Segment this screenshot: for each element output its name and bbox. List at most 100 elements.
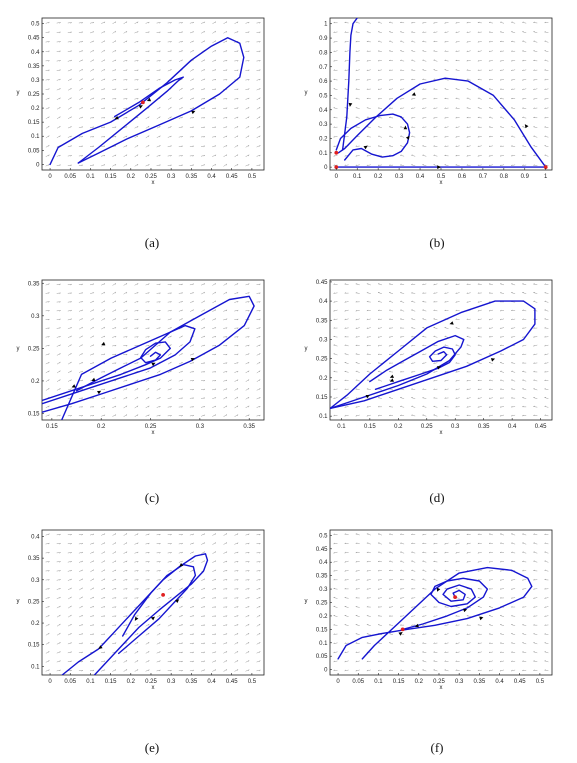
- vector-glyph: [500, 21, 505, 24]
- vector-glyph: [544, 597, 549, 599]
- vector-glyph: [234, 542, 239, 545]
- vector-glyph: [167, 31, 172, 34]
- vector-glyph: [145, 116, 150, 120]
- vector-glyph: [256, 97, 261, 101]
- vector-glyph: [522, 642, 527, 645]
- vector-glyph: [422, 388, 427, 390]
- vector-glyph: [333, 327, 338, 329]
- vector-glyph: [201, 88, 205, 91]
- trajectory-line: [42, 341, 172, 402]
- vector-glyph: [101, 651, 106, 654]
- vector-glyph: [245, 588, 250, 590]
- vector-glyph: [455, 624, 460, 626]
- vector-glyph: [67, 31, 72, 34]
- vector-glyph: [189, 551, 194, 554]
- vector-glyph: [79, 587, 83, 591]
- vector-glyph: [123, 69, 128, 71]
- vector-glyph: [389, 633, 394, 635]
- vector-glyph: [200, 587, 205, 591]
- vector-glyph: [477, 379, 482, 381]
- vector-glyph: [477, 283, 482, 285]
- vector-glyph: [67, 59, 72, 62]
- vector-glyph: [156, 623, 161, 627]
- vector-glyph: [45, 336, 50, 338]
- vector-glyph: [212, 624, 217, 626]
- vector-glyph: [389, 300, 394, 303]
- vector-glyph: [433, 135, 438, 138]
- vector-glyph: [212, 651, 217, 654]
- vector-glyph: [511, 669, 516, 672]
- vector-glyph: [388, 98, 394, 100]
- x-tick-label: 0.2: [127, 174, 136, 180]
- vector-glyph: [145, 327, 150, 329]
- vector-glyph: [112, 560, 117, 564]
- vector-glyph: [134, 300, 139, 303]
- vector-glyph: [500, 31, 505, 33]
- vector-glyph: [411, 31, 416, 33]
- vector-glyph: [167, 327, 172, 330]
- vector-glyph: [56, 561, 61, 563]
- vector-glyph: [56, 614, 61, 618]
- vector-glyph: [256, 22, 261, 24]
- vector-glyph: [112, 336, 117, 338]
- x-tick-label: 0.05: [64, 174, 76, 180]
- vector-glyph: [411, 560, 416, 563]
- vector-glyph: [189, 292, 194, 295]
- vector-glyph: [45, 414, 50, 417]
- vector-glyph: [223, 414, 228, 418]
- vector-glyph: [245, 623, 250, 627]
- vector-glyph: [145, 292, 150, 294]
- vector-glyph: [488, 292, 493, 294]
- vector-glyph: [45, 361, 50, 365]
- vector-glyph: [67, 335, 72, 339]
- y-axis-label: y: [17, 346, 20, 352]
- vector-glyph: [245, 79, 250, 81]
- vector-glyph: [333, 60, 338, 62]
- vector-glyph: [511, 318, 516, 321]
- vector-glyph: [433, 397, 438, 399]
- panel-e: 0 0.05 0.1 0.15 0.2 0.25 0.3 0.35 0.4 0.45 0.50.10…: [17, 529, 265, 755]
- vector-glyph: [156, 50, 161, 53]
- vector-glyph: [366, 318, 371, 321]
- vector-glyph: [466, 135, 471, 138]
- vector-glyph: [178, 155, 183, 157]
- vector-glyph: [422, 50, 427, 52]
- vector-glyph: [245, 405, 250, 409]
- vector-glyph: [488, 379, 493, 382]
- vector-glyph: [522, 344, 527, 347]
- vector-glyph: [212, 98, 217, 100]
- vector-glyph: [455, 301, 460, 303]
- plot-area: [45, 533, 261, 675]
- vector-glyph: [67, 344, 72, 347]
- vector-glyph: [377, 615, 382, 617]
- vector-glyph: [500, 283, 505, 286]
- vector-glyph: [245, 97, 250, 100]
- vector-glyph: [245, 641, 250, 645]
- vector-glyph: [156, 31, 161, 34]
- vector-glyph: [156, 370, 161, 374]
- vector-glyph: [466, 379, 471, 382]
- direction-arrow: [179, 563, 184, 567]
- vector-glyph: [234, 318, 239, 321]
- y-axis-label: y: [305, 346, 308, 352]
- vector-glyph: [245, 292, 250, 294]
- vector-glyph: [201, 69, 205, 72]
- vector-glyph: [212, 345, 217, 347]
- direction-arrow: [348, 102, 353, 107]
- vector-glyph: [333, 560, 338, 563]
- vector-glyph: [45, 353, 50, 356]
- vector-glyph: [256, 283, 261, 286]
- vector-glyph: [78, 361, 83, 365]
- vector-glyph: [477, 164, 482, 166]
- vector-glyph: [45, 597, 50, 599]
- vector-glyph: [422, 587, 427, 590]
- x-axis-label: x: [152, 180, 155, 186]
- vector-glyph: [78, 326, 83, 330]
- vector-glyph: [533, 327, 538, 329]
- vector-glyph: [400, 405, 405, 408]
- vector-glyph: [156, 660, 161, 663]
- x-tick-label: 0.05: [352, 679, 364, 685]
- vector-glyph: [344, 551, 349, 554]
- vector-field: [45, 21, 261, 167]
- vector-glyph: [201, 542, 205, 545]
